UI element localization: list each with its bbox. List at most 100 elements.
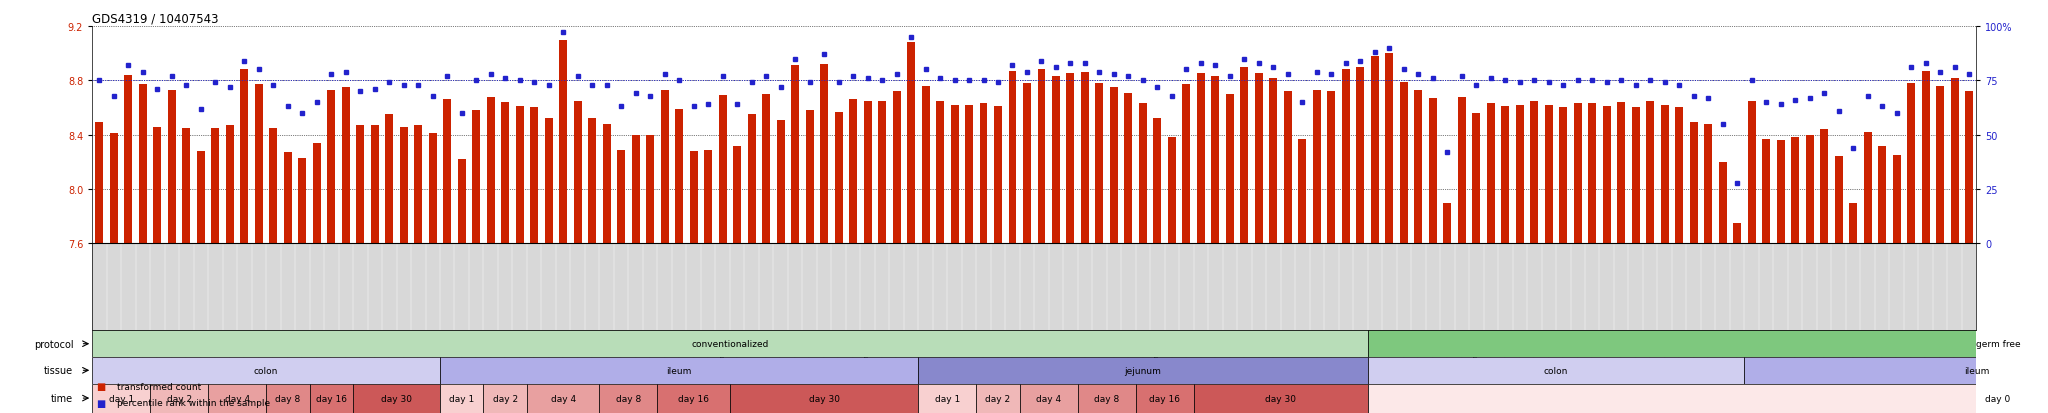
- Bar: [1589, 104, 1595, 244]
- Bar: [1821, 130, 1829, 244]
- Bar: [1008, 71, 1016, 244]
- Bar: [1356, 68, 1364, 244]
- Bar: [526, 384, 600, 413]
- Bar: [1632, 108, 1640, 244]
- Bar: [1384, 54, 1393, 244]
- Bar: [483, 384, 526, 413]
- Bar: [657, 384, 729, 413]
- Bar: [352, 384, 440, 413]
- Bar: [1661, 105, 1669, 244]
- Bar: [1227, 95, 1233, 244]
- Bar: [473, 111, 479, 244]
- Text: day 16: day 16: [678, 394, 709, 403]
- Text: day 4: day 4: [551, 394, 575, 403]
- Bar: [819, 65, 827, 244]
- Bar: [588, 119, 596, 244]
- Bar: [1761, 140, 1769, 244]
- Bar: [1473, 114, 1481, 244]
- Bar: [776, 121, 784, 244]
- Bar: [1182, 85, 1190, 244]
- Bar: [442, 100, 451, 244]
- Text: day 30: day 30: [809, 394, 840, 403]
- Bar: [428, 134, 436, 244]
- Text: day 1: day 1: [934, 394, 961, 403]
- Bar: [977, 384, 1020, 413]
- Bar: [182, 128, 190, 244]
- Bar: [1401, 83, 1407, 244]
- Bar: [1255, 74, 1264, 244]
- Bar: [440, 384, 483, 413]
- Text: day 16: day 16: [1149, 394, 1180, 403]
- Bar: [414, 126, 422, 244]
- Bar: [1835, 157, 1843, 244]
- Text: germ free: germ free: [1976, 339, 2021, 349]
- Bar: [950, 105, 958, 244]
- Bar: [647, 135, 653, 244]
- Bar: [993, 107, 1001, 244]
- Bar: [92, 357, 440, 384]
- Text: day 16: day 16: [315, 394, 346, 403]
- Text: day 8: day 8: [274, 394, 301, 403]
- Bar: [1298, 140, 1307, 244]
- Text: day 1: day 1: [109, 394, 133, 403]
- Text: ileum: ileum: [666, 366, 692, 375]
- Bar: [1077, 384, 1137, 413]
- Bar: [1618, 103, 1626, 244]
- Bar: [559, 40, 567, 244]
- Bar: [1124, 93, 1133, 244]
- Bar: [1573, 104, 1581, 244]
- Bar: [965, 105, 973, 244]
- Text: day 1: day 1: [449, 394, 475, 403]
- Bar: [1559, 108, 1567, 244]
- Bar: [1864, 133, 1872, 244]
- Bar: [211, 128, 219, 244]
- Bar: [266, 384, 309, 413]
- Bar: [1196, 74, 1204, 244]
- Bar: [516, 107, 524, 244]
- Bar: [1806, 135, 1815, 244]
- Text: protocol: protocol: [33, 339, 74, 349]
- Bar: [530, 108, 539, 244]
- Bar: [1341, 70, 1350, 244]
- Text: GDS4319 / 10407543: GDS4319 / 10407543: [92, 13, 219, 26]
- Bar: [209, 384, 266, 413]
- Bar: [440, 357, 918, 384]
- Bar: [545, 119, 553, 244]
- Bar: [879, 102, 887, 244]
- Bar: [922, 86, 930, 244]
- Bar: [1675, 108, 1683, 244]
- Bar: [385, 115, 393, 244]
- Bar: [1430, 99, 1438, 244]
- Text: day 2: day 2: [166, 394, 193, 403]
- Text: colon: colon: [1544, 366, 1569, 375]
- Bar: [1704, 124, 1712, 244]
- Text: colon: colon: [254, 366, 279, 375]
- Bar: [1024, 84, 1030, 244]
- Bar: [168, 90, 176, 244]
- Bar: [1487, 104, 1495, 244]
- Bar: [719, 96, 727, 244]
- Text: day 30: day 30: [381, 394, 412, 403]
- Bar: [705, 150, 713, 244]
- Bar: [96, 123, 102, 244]
- Bar: [371, 126, 379, 244]
- Text: time: time: [51, 393, 74, 403]
- Bar: [836, 112, 842, 244]
- Bar: [1792, 138, 1798, 244]
- Bar: [125, 76, 133, 244]
- Text: conventionalized: conventionalized: [690, 339, 768, 349]
- Bar: [600, 384, 657, 413]
- Bar: [1153, 119, 1161, 244]
- Bar: [459, 160, 465, 244]
- Bar: [864, 102, 872, 244]
- Bar: [1921, 71, 1929, 244]
- Bar: [285, 153, 291, 244]
- Bar: [918, 384, 977, 413]
- Text: tissue: tissue: [45, 366, 74, 375]
- Bar: [1966, 92, 1972, 244]
- Bar: [502, 103, 510, 244]
- Bar: [1167, 138, 1176, 244]
- Text: day 8: day 8: [616, 394, 641, 403]
- Bar: [225, 126, 233, 244]
- Bar: [748, 115, 756, 244]
